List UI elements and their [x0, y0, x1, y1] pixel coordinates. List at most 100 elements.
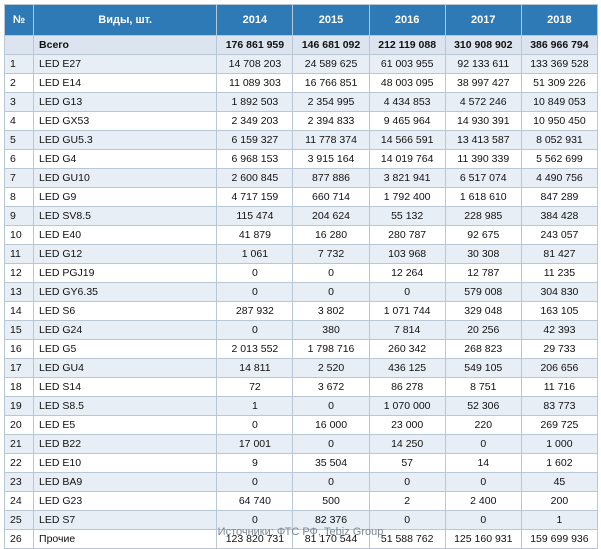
row-type-name: LED S8.5: [33, 396, 218, 416]
row-number: 12: [3, 263, 35, 283]
row-value-2018: 10 849 053: [520, 92, 599, 112]
row-value-2015: 0: [292, 263, 370, 283]
row-value-2014: 287 932: [216, 301, 294, 321]
total-2018: 386 966 794: [520, 35, 599, 55]
row-value-2014: 4 717 159: [216, 187, 294, 207]
row-value-2016: 436 125: [368, 358, 446, 378]
row-value-2014: 2 600 845: [216, 168, 294, 188]
row-number: 10: [3, 225, 35, 245]
row-value-2018: 1: [520, 510, 599, 530]
row-value-2018: 51 309 226: [520, 73, 599, 93]
row-value-2018: 8 052 931: [520, 130, 599, 150]
row-value-2017: 30 308: [444, 244, 522, 264]
row-type-name: LED G13: [33, 92, 218, 112]
header-year-2016: 2016: [368, 4, 446, 36]
row-value-2018: 163 105: [520, 301, 599, 321]
row-type-name: LED E5: [33, 415, 218, 435]
total-row: Всего 176 861 959 146 681 092 212 119 08…: [3, 35, 599, 55]
row-value-2015: 0: [292, 282, 370, 302]
row-number: 20: [3, 415, 35, 435]
row-value-2016: 57: [368, 453, 446, 473]
table-row: 8 LED G9 4 717 159 660 714 1 792 400 1 618 61…: [3, 187, 599, 207]
table-row: 4 LED GX53 2 349 203 2 394 833 9 465 964 14 9…: [3, 111, 599, 131]
row-value-2014: 64 740: [216, 491, 294, 511]
table-row: 26 Прочие 123 820 731 81 170 544 51 588 762 1…: [3, 529, 599, 549]
row-value-2017: 1 618 610: [444, 187, 522, 207]
row-value-2016: 0: [368, 472, 446, 492]
table-row: 24 LED G23 64 740 500 2 2 400 200: [3, 491, 599, 511]
row-value-2014: 6 159 327: [216, 130, 294, 150]
row-value-2018: 45: [520, 472, 599, 492]
row-value-2016: 61 003 955: [368, 54, 446, 74]
row-number: 21: [3, 434, 35, 454]
row-value-2016: 14 566 591: [368, 130, 446, 150]
row-number: 9: [3, 206, 35, 226]
row-value-2015: 0: [292, 396, 370, 416]
row-value-2014: 17 001: [216, 434, 294, 454]
row-value-2015: 11 778 374: [292, 130, 370, 150]
table-row: 22 LED E10 9 35 504 57 14 1 602: [3, 453, 599, 473]
row-value-2016: 1 070 000: [368, 396, 446, 416]
row-value-2015: 24 589 625: [292, 54, 370, 74]
row-value-2018: 847 289: [520, 187, 599, 207]
table-row: 13 LED GY6.35 0 0 0 579 008 304 830: [3, 282, 599, 302]
row-type-name: LED S6: [33, 301, 218, 321]
row-value-2015: 7 732: [292, 244, 370, 264]
row-value-2016: 7 814: [368, 320, 446, 340]
row-value-2015: 16 000: [292, 415, 370, 435]
row-value-2016: 260 342: [368, 339, 446, 359]
row-value-2018: 133 369 528: [520, 54, 599, 74]
row-value-2018: 206 656: [520, 358, 599, 378]
row-type-name: LED GU10: [33, 168, 218, 188]
row-value-2017: 92 675: [444, 225, 522, 245]
row-value-2015: 81 170 544: [292, 529, 370, 549]
row-value-2016: 48 003 095: [368, 73, 446, 93]
row-type-name: LED G23: [33, 491, 218, 511]
row-value-2014: 72: [216, 377, 294, 397]
row-value-2015: 380: [292, 320, 370, 340]
row-value-2014: 1: [216, 396, 294, 416]
row-number: 22: [3, 453, 35, 473]
table-row: 1 LED E27 14 708 203 24 589 625 61 003 955 92…: [3, 54, 599, 74]
row-value-2018: 4 490 756: [520, 168, 599, 188]
table-row: 12 LED PGJ19 0 0 12 264 12 787 11 235: [3, 263, 599, 283]
row-value-2016: 4 434 853: [368, 92, 446, 112]
table-row: 14 LED S6 287 932 3 802 1 071 744 329 048 163 …: [3, 301, 599, 321]
row-number: 17: [3, 358, 35, 378]
row-value-2015: 3 802: [292, 301, 370, 321]
row-value-2017: 6 517 074: [444, 168, 522, 188]
total-number: [3, 35, 35, 55]
row-value-2015: 2 394 833: [292, 111, 370, 131]
table-row: 2 LED E14 11 089 303 16 766 851 48 003 095 38…: [3, 73, 599, 93]
imports-table: № Виды, шт. 2014 2015 2016 2017 2018 Все…: [3, 4, 599, 549]
row-type-name: LED G12: [33, 244, 218, 264]
row-value-2018: 304 830: [520, 282, 599, 302]
row-value-2015: 500: [292, 491, 370, 511]
row-value-2016: 103 968: [368, 244, 446, 264]
header-type: Виды, шт.: [33, 4, 218, 36]
row-value-2015: 3 672: [292, 377, 370, 397]
row-value-2017: 20 256: [444, 320, 522, 340]
table-row: 9 LED SV8.5 115 474 204 624 55 132 228 985 384…: [3, 206, 599, 226]
row-value-2016: 2: [368, 491, 446, 511]
row-value-2015: 35 504: [292, 453, 370, 473]
total-label: Всего: [33, 35, 218, 55]
row-number: 25: [3, 510, 35, 530]
table-row: 19 LED S8.5 1 0 1 070 000 52 306 83 773: [3, 396, 599, 416]
row-value-2017: 549 105: [444, 358, 522, 378]
row-type-name: LED E14: [33, 73, 218, 93]
table-row: 23 LED BA9 0 0 0 0 45: [3, 472, 599, 492]
table-row: 16 LED G5 2 013 552 1 798 716 260 342 268 823…: [3, 339, 599, 359]
row-value-2016: 9 465 964: [368, 111, 446, 131]
row-value-2017: 2 400: [444, 491, 522, 511]
row-value-2018: 11 235: [520, 263, 599, 283]
row-number: 2: [3, 73, 35, 93]
table-row: 11 LED G12 1 061 7 732 103 968 30 308 81 427: [3, 244, 599, 264]
row-value-2017: 579 008: [444, 282, 522, 302]
row-number: 7: [3, 168, 35, 188]
total-2014: 176 861 959: [216, 35, 294, 55]
row-value-2015: 16 280: [292, 225, 370, 245]
row-value-2015: 82 376: [292, 510, 370, 530]
row-value-2017: 0: [444, 434, 522, 454]
row-value-2015: 0: [292, 434, 370, 454]
